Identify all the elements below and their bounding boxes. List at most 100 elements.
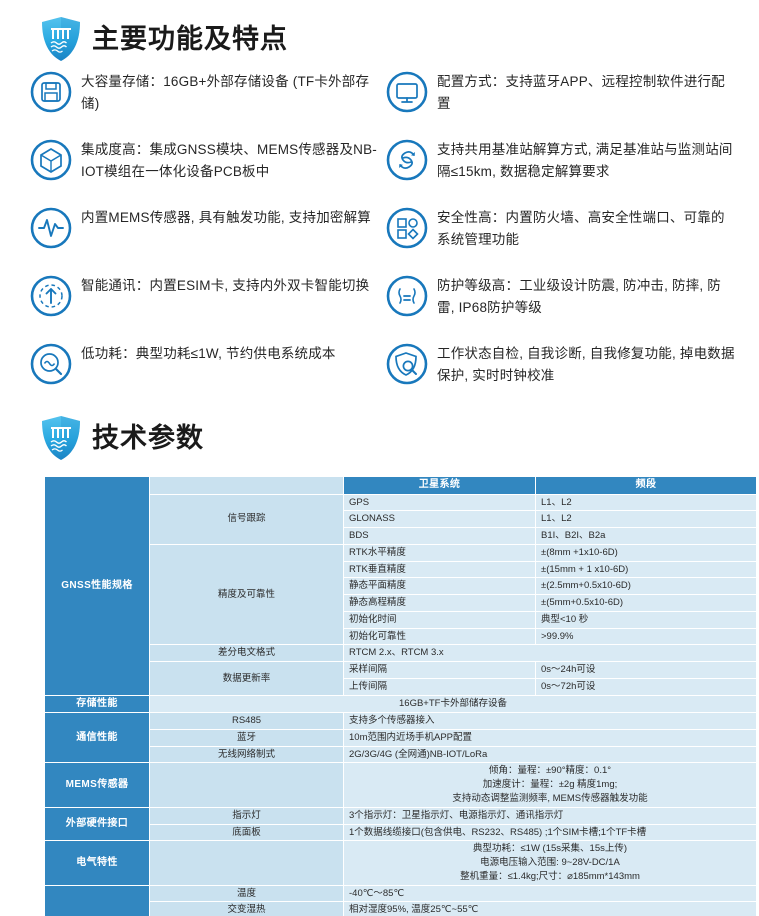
row-value: ±(5mm+0.5x10-6D) xyxy=(535,594,757,612)
mems-line-2: 加速度计：量程：±2g 精度1mg; xyxy=(482,779,618,791)
sync-refresh-icon xyxy=(386,139,428,181)
table-row: 初始化时间 典型<10 秒 xyxy=(45,610,757,629)
table-row: 通信性能 RS485 支持多个传感器接入 xyxy=(44,712,757,764)
row-label: 静态平面精度 xyxy=(343,577,536,596)
feature-item: 支持共用基准站解算方式, 满足基准站与监测站间隔≤15km, 数据稳定解算要求 xyxy=(386,138,742,192)
shield-dam-logo-icon xyxy=(42,416,80,460)
table-row: GNSS性能规格 卫星系统 频段 xyxy=(44,476,757,696)
feature-text: 防护等级高：工业级设计防震, 防冲击, 防摔, 防雷, IP68防护等级 xyxy=(437,278,722,315)
cube-box-icon xyxy=(30,139,72,181)
table-row: 环境适应性 温度 -40℃～85℃ xyxy=(44,884,757,916)
category-storage: 存储性能 xyxy=(44,694,150,714)
specifications-table: GNSS性能规格 卫星系统 频段 信号跟踪 GPS L1、L2 GLONASS … xyxy=(44,476,757,916)
feature-text: 支持共用基准站解算方式, 满足基准站与监测站间隔≤15km, 数据稳定解算要求 xyxy=(437,142,733,179)
row-label: 蓝牙 xyxy=(149,728,344,747)
subgroup-accuracy: 精度及可靠性 xyxy=(149,543,344,646)
row-label: 底面板 xyxy=(149,823,344,842)
feature-item: 配置方式：支持蓝牙APP、远程控制软件进行配置 xyxy=(386,70,742,124)
row-value: 典型<10 秒 xyxy=(535,610,757,629)
feature-item: 智能通讯：内置ESIM卡, 支持内外双卡智能切换 xyxy=(30,274,386,328)
table-row: 外部硬件接口 指示灯 3个指示灯：卫星指示灯、电源指示灯、通讯指示灯 xyxy=(44,806,757,842)
row-value: ±(8mm +1x10-6D) xyxy=(535,543,757,562)
row-value: ±(15mm + 1 x10-6D) xyxy=(535,560,757,579)
row-label: RTK垂直精度 xyxy=(343,560,536,579)
empty-cell xyxy=(149,762,344,808)
feature-text: 配置方式：支持蓝牙APP、远程控制软件进行配置 xyxy=(437,74,725,111)
row-value: 支持多个传感器接入 xyxy=(343,712,757,730)
row-label: 采样间隔 xyxy=(343,661,536,679)
row-label: RS485 xyxy=(149,712,344,730)
feature-item: 工作状态自检, 自我诊断, 自我修复功能, 掉电数据保护, 实时时钟校准 xyxy=(386,342,742,396)
row-value: 10m范围内近场手机APP配置 xyxy=(343,728,757,747)
row-label: GPS xyxy=(343,493,536,512)
feature-text: 集成度高：集成GNSS模块、MEMS传感器及NB-IOT模组在一体化设备PCB板… xyxy=(81,142,378,179)
table-row: 初始化可靠性 >99.9% xyxy=(45,627,757,646)
table-row: 精度及可靠性 RTK水平精度 ±(8mm +1x10-6D) xyxy=(45,543,757,646)
table-row: 差分电文格式 RTCM 2.x、RTCM 3.x xyxy=(45,644,757,663)
subgroup-diff-format: 差分电文格式 xyxy=(149,644,344,663)
row-label: GLONASS xyxy=(343,510,536,529)
shield-search-icon xyxy=(386,343,428,385)
shield-dam-logo-icon xyxy=(42,17,80,61)
mems-line-1: 倾角：量程：±90°精度：0.1° xyxy=(488,765,612,777)
row-value: L1、L2 xyxy=(535,493,757,512)
electrical-line-2: 电源电压输入范围: 9~28V-DC/1A xyxy=(480,857,620,869)
features-section-heading: 主要功能及特点 xyxy=(40,16,288,62)
empty-cell xyxy=(149,840,344,886)
feature-item: 大容量存储：16GB+外部存储设备 (TF卡外部存储) xyxy=(30,70,386,124)
table-row: MEMS传感器 倾角：量程：±90°精度：0.1° 加速度计：量程：±2g 精度… xyxy=(44,762,757,808)
row-label: 初始化可靠性 xyxy=(343,627,536,646)
monitor-screen-icon xyxy=(386,71,428,113)
category-communication: 通信性能 xyxy=(44,712,150,764)
row-value: 16GB+TF卡外部储存设备 xyxy=(149,694,757,714)
row-value: ±(2.5mm+0.5x10-6D) xyxy=(535,577,757,596)
row-value-mems: 倾角：量程：±90°精度：0.1° 加速度计：量程：±2g 精度1mg; 支持动… xyxy=(343,762,757,808)
row-label: RTK水平精度 xyxy=(343,543,536,562)
upload-arrow-icon xyxy=(30,275,72,317)
category-gnss: GNSS性能规格 xyxy=(44,476,150,696)
feature-text: 安全性高：内置防火墙、高安全性端口、可靠的系统管理功能 xyxy=(437,210,725,247)
empty-cell xyxy=(149,476,344,495)
row-label: 交变湿热 xyxy=(149,901,344,916)
feature-text: 内置MEMS传感器, 具有触发功能, 支持加密解算 xyxy=(81,210,372,225)
feature-item: 低功耗：典型功耗≤1W, 节约供电系统成本 xyxy=(30,342,386,396)
row-value-electrical: 典型功耗：≤1W (15s采集、15s上传) 电源电压输入范围: 9~28V-D… xyxy=(343,840,757,886)
row-value: 相对湿度95%, 温度25℃~55℃ xyxy=(343,901,757,916)
category-environment: 环境适应性 xyxy=(44,884,150,916)
mems-line-3: 支持动态调整监测频率, MEMS传感器触发功能 xyxy=(452,793,648,805)
row-label: 温度 xyxy=(149,884,344,903)
subgroup-signal-tracking: 信号跟踪 xyxy=(149,493,344,545)
row-value: B1I、B2I、B2a xyxy=(535,527,757,545)
waveform-pulse-icon xyxy=(30,207,72,249)
row-value: 3个指示灯：卫星指示灯、电源指示灯、通讯指示灯 xyxy=(343,806,757,825)
feature-item: 内置MEMS传感器, 具有触发功能, 支持加密解算 xyxy=(30,206,386,260)
table-row: BDS B1I、B2I、B2a xyxy=(45,527,757,545)
row-label: 无线网络制式 xyxy=(149,745,344,764)
feature-text: 智能通讯：内置ESIM卡, 支持内外双卡智能切换 xyxy=(81,278,370,293)
row-value: >99.9% xyxy=(535,627,757,646)
feature-text: 大容量存储：16GB+外部存储设备 (TF卡外部存储) xyxy=(81,74,370,111)
table-row: 电气特性 典型功耗：≤1W (15s采集、15s上传) 电源电压输入范围: 9~… xyxy=(44,840,757,886)
row-label: 静态高程精度 xyxy=(343,594,536,612)
category-external: 外部硬件接口 xyxy=(44,806,150,842)
feature-text: 工作状态自检, 自我诊断, 自我修复功能, 掉电数据保护, 实时时钟校准 xyxy=(437,346,735,383)
table-row: 信号跟踪 GPS L1、L2 xyxy=(45,493,757,545)
features-right-column: 配置方式：支持蓝牙APP、远程控制软件进行配置 支持共用基准站解算方式, 满足基… xyxy=(386,70,742,410)
shock-protect-icon xyxy=(386,275,428,317)
table-row: 静态高程精度 ±(5mm+0.5x10-6D) xyxy=(45,594,757,612)
row-label: 指示灯 xyxy=(149,806,344,825)
table-row: GLONASS L1、L2 xyxy=(45,510,757,529)
table-row: 底面板 1个数据线缆接口(包含供电、RS232、RS485) ;1个SIM卡槽;… xyxy=(45,823,757,842)
table-row: 交变湿热 相对湿度95%, 温度25℃~55℃ xyxy=(45,901,757,916)
row-label: 初始化时间 xyxy=(343,610,536,629)
grid-blocks-icon xyxy=(386,207,428,249)
feature-item: 安全性高：内置防火墙、高安全性端口、可靠的系统管理功能 xyxy=(386,206,742,260)
table-row: 蓝牙 10m范围内近场手机APP配置 xyxy=(45,728,757,747)
row-value: 1个数据线缆接口(包含供电、RS232、RS485) ;1个SIM卡槽;1个TF… xyxy=(343,823,757,842)
row-value: -40℃～85℃ xyxy=(343,884,757,903)
row-value: L1、L2 xyxy=(535,510,757,529)
row-value: 2G/3G/4G (全网通)NB-IOT/LoRa xyxy=(343,745,757,764)
electrical-line-3: 整机重量：≤1.4kg;尺寸：⌀185mm*143mm xyxy=(460,870,640,882)
row-value: 0s～72h可设 xyxy=(535,677,757,696)
